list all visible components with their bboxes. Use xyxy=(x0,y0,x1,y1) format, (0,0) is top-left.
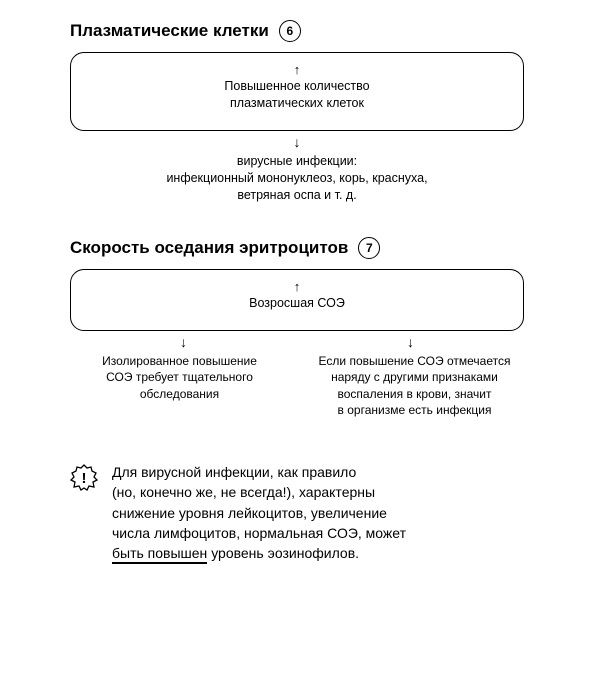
note-block: ! Для вирусной инфекции, как правило (но… xyxy=(70,462,524,563)
col-line: наряду с другими признаками xyxy=(305,369,524,385)
arrow-down-icon: ↓ xyxy=(70,335,297,349)
column-right: Если повышение СОЭ отмечается наряду с д… xyxy=(305,353,524,418)
flow-diagram-2: ↑ Возросшая СОЭ ↓ ↓ Изолированное повыше… xyxy=(70,269,524,418)
box-text-line: плазматических клеток xyxy=(85,95,509,112)
note-line: числа лимфоцитов, нормальная СОЭ, может xyxy=(112,523,406,543)
below-text: вирусные инфекции: инфекционный мононукл… xyxy=(70,153,524,204)
col-line: Изолированное повышение xyxy=(70,353,289,369)
below-line: вирусные инфекции: xyxy=(70,153,524,170)
note-line: Для вирусной инфекции, как правило xyxy=(112,462,406,482)
section-plasma-cells: Плазматические клетки 6 ↑ Повышенное кол… xyxy=(70,20,524,203)
note-underlined: быть повышен xyxy=(112,545,207,564)
box-text-line: Повышенное количество xyxy=(85,78,509,95)
section-number-badge: 7 xyxy=(358,237,380,259)
note-tail: уровень эозинофилов. xyxy=(211,545,359,561)
arrow-down-icon: ↓ xyxy=(70,135,524,149)
section-number: 7 xyxy=(366,241,373,255)
col-line: Если повышение СОЭ отмечается xyxy=(305,353,524,369)
arrow-down-icon: ↓ xyxy=(297,335,524,349)
section-title: Плазматические клетки xyxy=(70,21,269,41)
section-title-row: Плазматические клетки 6 xyxy=(70,20,524,42)
exclaim-glyph: ! xyxy=(82,470,87,487)
section-number: 6 xyxy=(286,24,293,38)
diagram-box: ↑ Возросшая СОЭ xyxy=(70,269,524,331)
arrow-up-icon: ↑ xyxy=(85,63,509,76)
arrow-up-icon: ↑ xyxy=(85,280,509,293)
col-line: воспаления в крови, значит xyxy=(305,386,524,402)
note-line: снижение уровня лейкоцитов, увеличение xyxy=(112,503,406,523)
col-line: в организме есть инфекция xyxy=(305,402,524,418)
flow-diagram-1: ↑ Повышенное количество плазматических к… xyxy=(70,52,524,203)
col-line: СОЭ требует тщательного xyxy=(70,369,289,385)
section-number-badge: 6 xyxy=(279,20,301,42)
below-line: инфекционный мононуклеоз, корь, краснуха… xyxy=(70,170,524,187)
attention-icon: ! xyxy=(70,462,98,563)
note-line: быть повышен уровень эозинофилов. xyxy=(112,543,406,563)
two-column-row: Изолированное повышение СОЭ требует тщат… xyxy=(70,353,524,418)
diagram-box: ↑ Повышенное количество плазматических к… xyxy=(70,52,524,131)
section-title-row: Скорость оседания эритроцитов 7 xyxy=(70,237,524,259)
column-left: Изолированное повышение СОЭ требует тщат… xyxy=(70,353,289,418)
section-title: Скорость оседания эритроцитов xyxy=(70,238,348,258)
note-text: Для вирусной инфекции, как правило (но, … xyxy=(112,462,406,563)
note-line: (но, конечно же, не всегда!), характерны xyxy=(112,482,406,502)
section-esr: Скорость оседания эритроцитов 7 ↑ Возрос… xyxy=(70,237,524,418)
below-line: ветряная оспа и т. д. xyxy=(70,187,524,204)
col-line: обследования xyxy=(70,386,289,402)
box-text-line: Возросшая СОЭ xyxy=(85,295,509,312)
arrow-down-pair: ↓ ↓ xyxy=(70,335,524,349)
